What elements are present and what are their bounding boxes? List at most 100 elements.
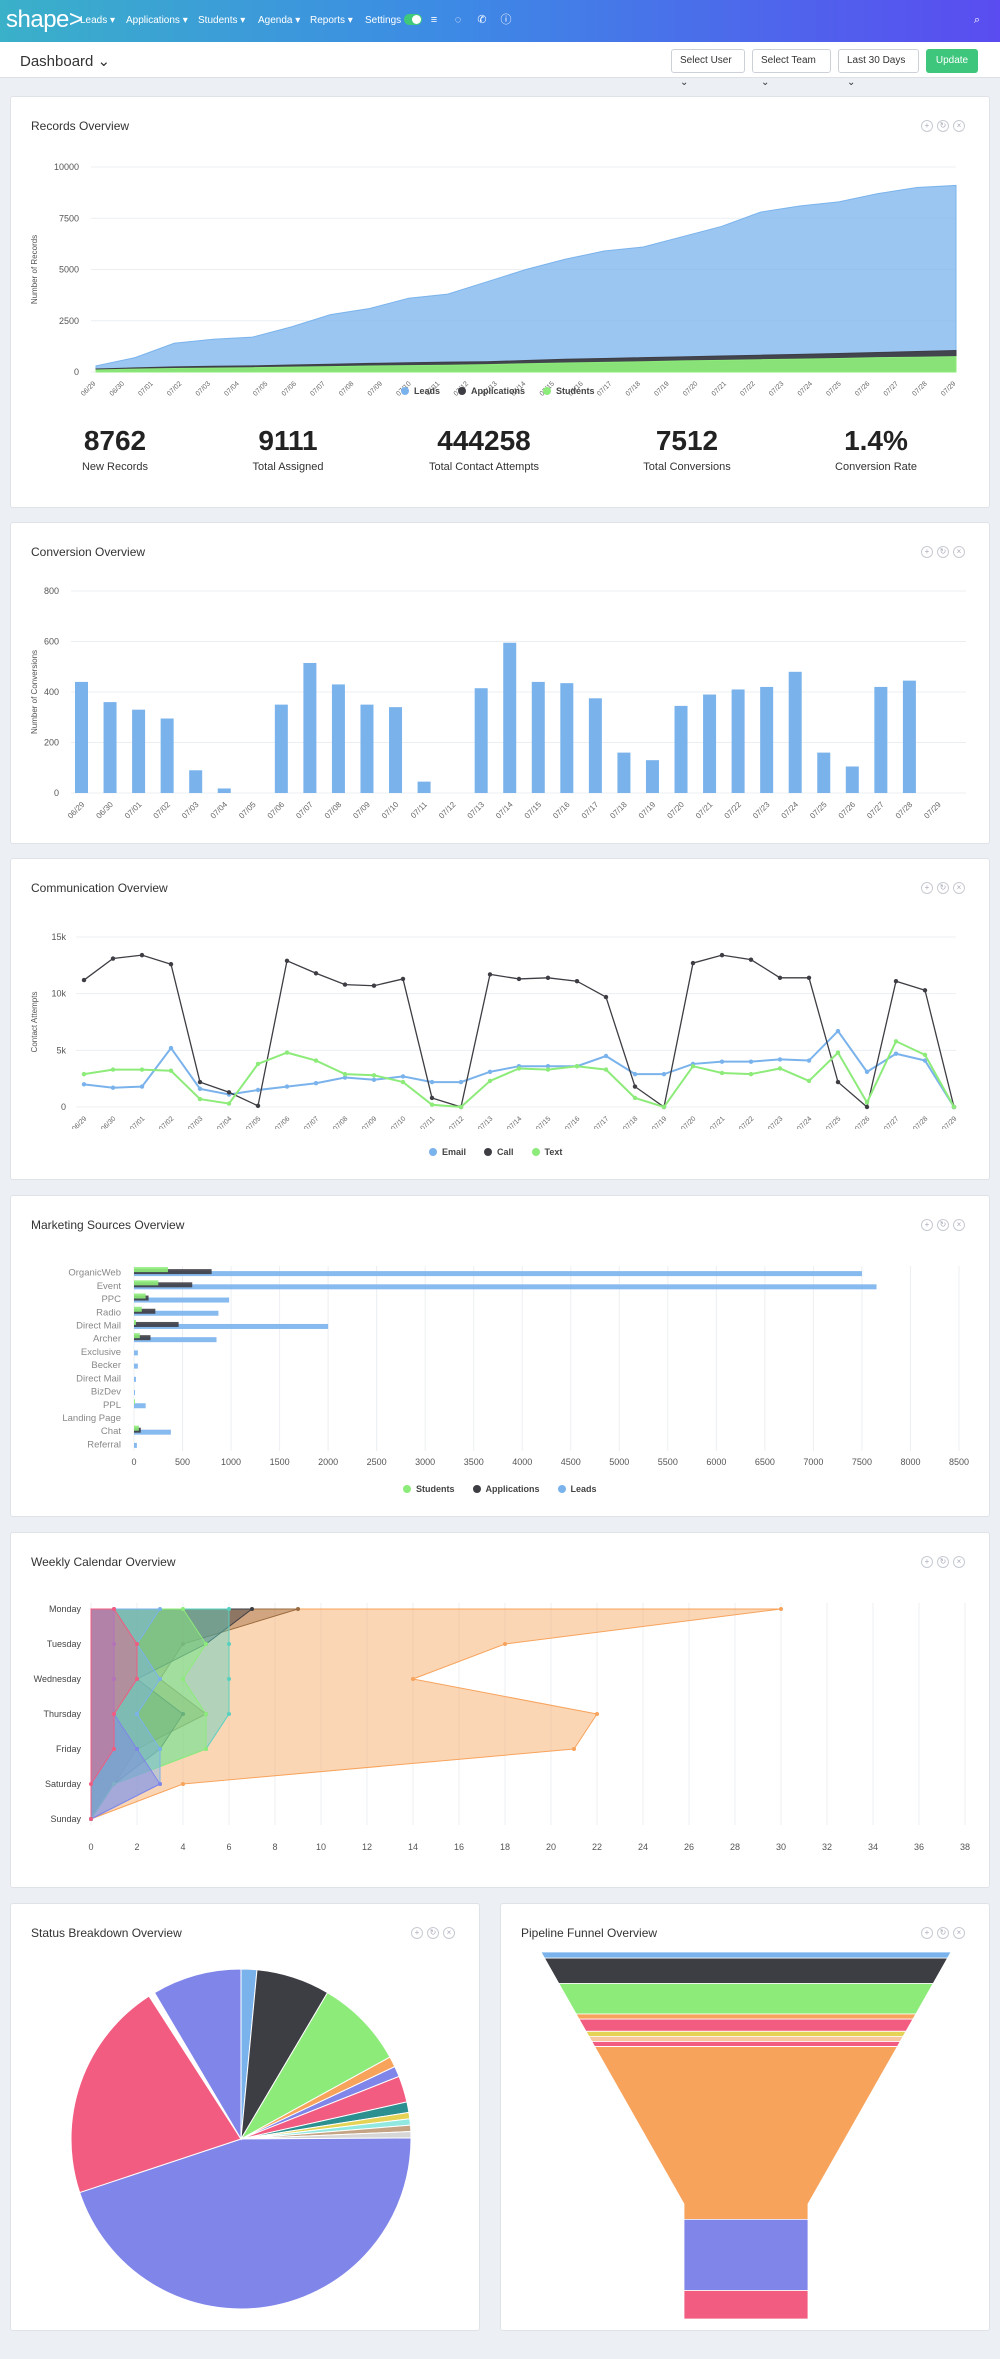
category-label: Monday xyxy=(49,1604,82,1614)
refresh-icon[interactable]: ↻ xyxy=(427,1927,439,1939)
point-email xyxy=(487,1069,493,1075)
page-title[interactable]: Dashboard ⌄ xyxy=(20,53,111,70)
point-text xyxy=(284,1050,290,1055)
date-range-dropdown[interactable]: Last 30 Days ⌄ xyxy=(838,49,919,88)
app-logo[interactable]: shape> xyxy=(6,6,83,33)
legend-item-leads[interactable]: Leads xyxy=(401,386,440,396)
point-text xyxy=(661,1104,667,1110)
point-text xyxy=(951,1104,957,1110)
add-icon[interactable]: + xyxy=(921,1556,933,1568)
point-text xyxy=(487,1078,493,1084)
nav-leads[interactable]: Leads ▾ xyxy=(80,15,116,26)
x-tick-label: 07/15 xyxy=(523,800,544,821)
y-tick-label: 0 xyxy=(54,788,59,798)
x-tick-label: 07/21 xyxy=(711,380,728,397)
close-icon[interactable]: × xyxy=(443,1927,455,1939)
legend-item-applications[interactable]: Applications xyxy=(472,1484,540,1494)
x-tick-label: 07/12 xyxy=(437,800,458,821)
stat-total-conversions: 7512 Total Conversions xyxy=(612,425,762,473)
close-icon[interactable]: × xyxy=(953,1556,965,1568)
legend-swatch xyxy=(531,1148,540,1156)
point-call xyxy=(284,958,290,963)
point-call xyxy=(545,975,551,980)
legend-item-leads[interactable]: Leads xyxy=(557,1484,597,1494)
legend-item-call[interactable]: Call xyxy=(484,1147,514,1157)
x-tick-label: 07/26 xyxy=(854,1115,871,1129)
y-tick-label: 0 xyxy=(74,367,79,377)
toggle-switch[interactable] xyxy=(404,14,422,25)
add-icon[interactable]: + xyxy=(921,1219,933,1231)
refresh-icon[interactable]: ↻ xyxy=(937,1219,949,1231)
point-call xyxy=(922,988,928,993)
select-team-dropdown[interactable]: Select Team ⌄ xyxy=(752,49,831,88)
point-text xyxy=(748,1071,754,1077)
legend-item-applications[interactable]: Applications xyxy=(458,386,525,396)
marketing-horizontal-bar-chart: 0 500 1000 1500 2000 2500 3000 3500 4000 4500 5000… xyxy=(62,1266,969,1467)
nav-agenda[interactable]: Agenda ▾ xyxy=(258,15,301,26)
stat-contact-attempts: 444258 Total Contact Attempts xyxy=(409,425,559,473)
card-title: Marketing Sources Overview xyxy=(31,1218,185,1232)
refresh-icon[interactable]: ↻ xyxy=(937,1927,949,1939)
add-icon[interactable]: + xyxy=(921,546,933,558)
phone-icon[interactable]: ✆ xyxy=(477,14,487,26)
dashboard-toolbar: Dashboard ⌄ Select User ⌄ Select Team ⌄ … xyxy=(0,42,1000,88)
x-tick-label: 06/29 xyxy=(80,380,97,397)
add-icon[interactable]: + xyxy=(921,120,933,132)
point-red xyxy=(135,1642,139,1646)
x-tick-label: 07/11 xyxy=(409,800,429,820)
close-icon[interactable]: × xyxy=(953,1927,965,1939)
x-tick-label: 18 xyxy=(500,1842,510,1852)
bar-leads xyxy=(134,1390,135,1396)
add-icon[interactable]: + xyxy=(921,1927,933,1939)
category-label: PPC xyxy=(101,1294,121,1305)
refresh-icon[interactable]: ↻ xyxy=(937,546,949,558)
bar-07/17 xyxy=(588,698,602,793)
refresh-icon[interactable]: ↻ xyxy=(937,120,949,132)
chat-icon[interactable]: ◌ xyxy=(454,14,462,26)
legend-item-students[interactable]: Students xyxy=(403,1484,455,1494)
point-text xyxy=(458,1104,464,1110)
funnel-stage xyxy=(585,2030,907,2037)
help-icon[interactable]: ⓘ xyxy=(500,14,512,26)
close-icon[interactable]: × xyxy=(953,1219,965,1231)
nav-students[interactable]: Students ▾ xyxy=(198,15,246,26)
legend-item-text[interactable]: Text xyxy=(531,1147,562,1157)
search-icon[interactable]: ⌕ xyxy=(973,14,981,26)
bar-07/16 xyxy=(560,683,574,793)
close-icon[interactable]: × xyxy=(953,120,965,132)
bar-leads xyxy=(134,1323,329,1329)
x-tick-label: 14 xyxy=(408,1842,418,1852)
x-tick-label: 28 xyxy=(730,1842,740,1852)
y-tick-label: 10000 xyxy=(54,162,79,172)
stat-label: Total Contact Attempts xyxy=(428,461,540,473)
nav-settings[interactable]: Settings xyxy=(365,15,402,26)
legend-item-email[interactable]: Email xyxy=(429,1147,466,1157)
point-call xyxy=(168,962,174,967)
point-text xyxy=(545,1067,551,1072)
bar-07/14 xyxy=(503,642,517,793)
x-tick-label: 07/23 xyxy=(767,1115,784,1129)
nav-reports[interactable]: Reports ▾ xyxy=(310,15,353,26)
nav-applications[interactable]: Applications ▾ xyxy=(126,15,188,26)
legend-item-students[interactable]: Students xyxy=(543,386,595,396)
area-leads xyxy=(95,184,957,373)
conversion-bar-chart: 0 200 400 600 800 Number of Conversions 06/29 0… xyxy=(30,586,966,821)
x-tick-label: 07/09 xyxy=(361,1115,378,1129)
x-tick-label: 07/22 xyxy=(738,1115,755,1129)
x-tick-label: 07/12 xyxy=(448,1115,465,1129)
add-icon[interactable]: + xyxy=(921,882,933,894)
refresh-icon[interactable]: ↻ xyxy=(937,1556,949,1568)
x-tick-label: 07/07 xyxy=(303,1115,320,1129)
add-icon[interactable]: + xyxy=(411,1927,423,1939)
close-icon[interactable]: × xyxy=(953,882,965,894)
x-tick-label: 07/20 xyxy=(680,1115,697,1129)
close-icon[interactable]: × xyxy=(953,546,965,558)
point-text xyxy=(516,1066,522,1071)
update-button[interactable]: Update xyxy=(926,49,978,73)
point-dark xyxy=(181,1712,185,1716)
refresh-icon[interactable]: ↻ xyxy=(937,882,949,894)
list-icon[interactable]: ≡ xyxy=(430,14,438,26)
category-label: Radio xyxy=(96,1307,121,1318)
point-purple xyxy=(112,1642,116,1646)
select-user-dropdown[interactable]: Select User ⌄ xyxy=(671,49,745,88)
